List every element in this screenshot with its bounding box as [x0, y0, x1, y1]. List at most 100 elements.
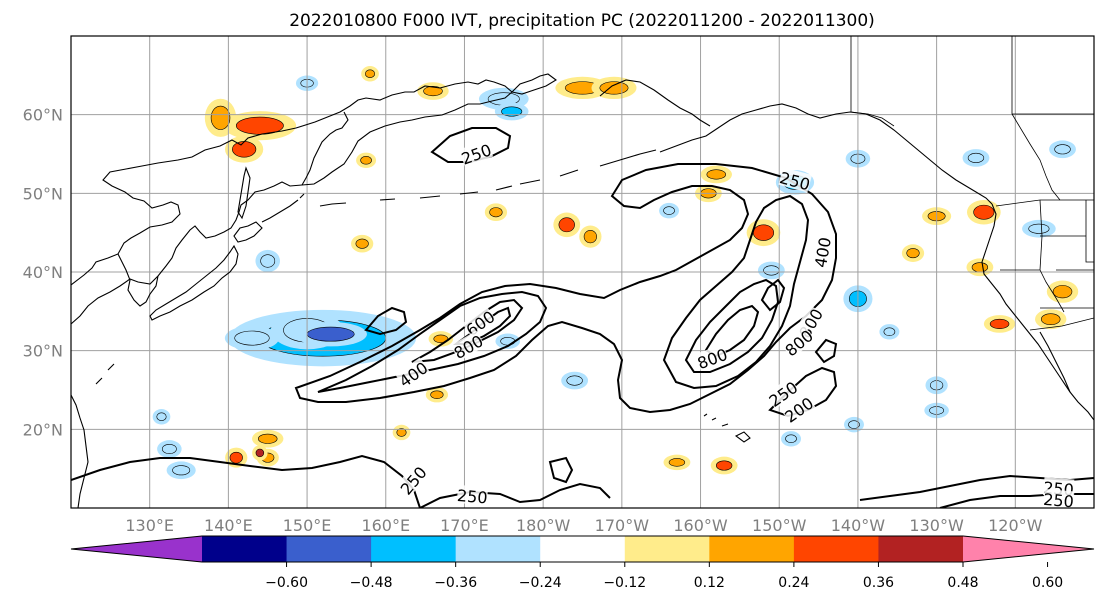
- lat-tick-label: 30°N: [23, 342, 63, 361]
- border-alaska-canada: [850, 36, 895, 127]
- ivt-contour-label-group: 250: [1042, 488, 1075, 512]
- lat-tick-label: 20°N: [23, 420, 63, 439]
- coastline-kuril-chain: [261, 193, 305, 223]
- precip-pc-cell: [967, 152, 985, 163]
- ivt-contour-250-south-5: [548, 456, 574, 484]
- colorbar-tick-label: 0.24: [778, 575, 809, 591]
- precip-pc-cell: [883, 327, 896, 337]
- lon-tick-label: 150°E: [283, 516, 332, 535]
- precip-pc-cell: [234, 330, 270, 346]
- coastline-japan-honshu: [149, 244, 239, 321]
- coastline-aleutians: [319, 149, 657, 207]
- colorbar-segment: [709, 536, 795, 562]
- precip-pc-cell: [715, 460, 733, 471]
- precip-pc-cell: [257, 433, 278, 444]
- colorbar-segment: [624, 536, 710, 562]
- latitude-tick-labels: 20°N 30°N 40°N 50°N 60°N: [23, 106, 63, 440]
- lon-tick-label: 130°W: [909, 516, 964, 535]
- precip-pc-cell: [566, 375, 583, 386]
- colorbar-segment: [202, 536, 288, 562]
- coastline-alaska: [659, 103, 993, 205]
- colorbar-segment: [371, 536, 457, 562]
- precip-pc-cell: [785, 434, 797, 444]
- precip-pc-cell: [752, 224, 775, 241]
- ivt-label-knockout: [694, 344, 730, 372]
- ivt-contour-250-south: [71, 454, 421, 508]
- border-us-states: [1000, 199, 1094, 313]
- colorbar-tick-label: −0.12: [603, 575, 646, 591]
- precip-pc-cell: [989, 318, 1010, 329]
- figure-title: 2022010800 F000 IVT, precipitation PC (2…: [289, 11, 875, 31]
- ivt-contour-250-north: [430, 127, 512, 163]
- precip-pc-cell: [558, 217, 575, 233]
- precip-pc-cell: [906, 248, 920, 259]
- precip-pc-cell: [663, 206, 675, 215]
- coastline-alaska-west: [599, 79, 711, 127]
- coastline-taiwan-philippines: [71, 394, 89, 508]
- ivt-label-knockout: [450, 330, 486, 362]
- precip-pc-cell: [156, 412, 167, 421]
- ivt-label-knockout: [396, 462, 430, 498]
- precip-pc-cell: [973, 204, 995, 220]
- lon-tick-label: 130°E: [125, 516, 174, 535]
- coastline-japan-hokkaido: [233, 221, 263, 243]
- gridlines: [71, 36, 1094, 508]
- colorbar-extend-low: [71, 536, 202, 562]
- ivt-label-knockout: [462, 306, 498, 339]
- political-borders: [850, 36, 1094, 331]
- colorbar-outline: [70, 535, 1095, 563]
- lat-tick-label: 60°N: [23, 106, 63, 125]
- coastline-ryukyu: [95, 363, 115, 385]
- colorbar-segment: [878, 536, 964, 562]
- colorbar-tick-label: 0.48: [947, 575, 978, 591]
- precip-pc-cell: [1054, 144, 1071, 155]
- colorbar-segment: [455, 536, 541, 562]
- ivt-label-knockout: [780, 325, 816, 359]
- precip-pc-cell: [355, 238, 369, 249]
- ivt-label-knockout: [395, 357, 431, 390]
- precip-pc-cell: [583, 230, 597, 244]
- coastline-north-america: [981, 203, 1094, 421]
- longitude-tick-labels: 130°E 140°E 150°E 160°E 170°E 180°W 170°W 160°W…: [125, 516, 1042, 535]
- lon-tick-label: 140°W: [831, 516, 886, 535]
- ivt-label-knockout: [456, 484, 489, 506]
- colorbar-segment: [793, 536, 879, 562]
- lon-tick-label: 170°W: [595, 516, 650, 535]
- precip-pc-cell: [423, 86, 443, 97]
- border-usa-mexico: [1029, 317, 1094, 331]
- ivt-contour-label-group: 250: [456, 484, 489, 508]
- lon-tick-label: 120°W: [988, 516, 1043, 535]
- colorbar-extend-high: [963, 536, 1094, 562]
- ivt-contour-label: 250: [456, 486, 488, 508]
- colorbar-tick-label: −0.60: [265, 575, 308, 591]
- colorbar-tick-label: 0.36: [863, 575, 894, 591]
- lon-tick-label: 160°E: [361, 516, 410, 535]
- ivt-contour-label-group: 250: [778, 167, 812, 194]
- ivt-contour-label: 250: [1043, 490, 1075, 512]
- precip-pc-cell: [396, 428, 407, 437]
- lat-tick-label: 50°N: [23, 184, 63, 203]
- precip-pc-cell: [161, 443, 177, 455]
- precip-pc-cell: [430, 390, 444, 399]
- precipitation-pc-layer: [152, 66, 1079, 480]
- lon-tick-label: 140°E: [204, 516, 253, 535]
- coastline-kamchatka: [301, 111, 349, 186]
- ivt-contour-250-south-2: [419, 482, 611, 508]
- ivt-label-knockout: [1042, 488, 1075, 508]
- colorbar-tick-label: −0.36: [434, 575, 477, 591]
- ivt-contour-800-east-inner: [760, 278, 786, 312]
- coastline-hawaii: [703, 413, 751, 443]
- precip-pc-cell: [260, 254, 276, 268]
- lon-tick-label: 150°W: [752, 516, 807, 535]
- ivt-label-knockout: [780, 392, 816, 425]
- coastlines: [71, 73, 1094, 508]
- colorbar-segment: [540, 536, 626, 562]
- ivt-label-knockout: [765, 377, 801, 410]
- precip-pc-cell: [1052, 285, 1073, 299]
- colorbar: −0.60 −0.48 −0.36 −0.24 −0.12 0.12 0.24 0.36 0.4…: [70, 535, 1095, 591]
- precip-pc-cell: [360, 156, 372, 165]
- coastline-sakhalin: [237, 166, 251, 220]
